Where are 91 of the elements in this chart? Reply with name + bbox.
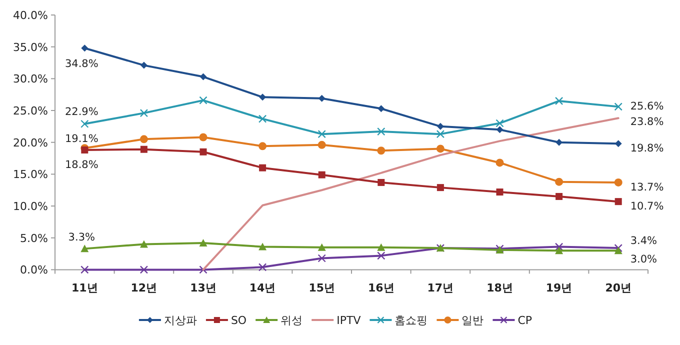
legend-label: 지상파 [164, 314, 197, 327]
x-tick-label: 12년 [130, 282, 158, 295]
point [318, 140, 326, 149]
x-tick-label: 15년 [308, 282, 336, 295]
point [377, 252, 386, 260]
point [318, 243, 326, 251]
legend-label: 홈쇼핑 [394, 314, 428, 327]
data-label: 19.1% [64, 133, 98, 146]
point [614, 246, 622, 254]
point [614, 102, 622, 111]
x-tick-label: 19년 [546, 282, 572, 295]
point [199, 133, 208, 142]
legend-label: SO [230, 314, 247, 327]
data-label: 25.6% [630, 100, 664, 113]
x-tick-label: 14년 [249, 282, 276, 295]
point [614, 140, 622, 148]
point [199, 238, 208, 246]
point [258, 114, 267, 123]
point [377, 127, 386, 136]
data-label: 13.7% [630, 181, 664, 194]
point [200, 148, 207, 156]
data-label: 22.9% [64, 106, 98, 118]
point [496, 158, 504, 167]
x-tick-label: 16년 [368, 282, 394, 295]
data-label: 23.8% [630, 116, 664, 128]
data-label: 19.8% [630, 142, 664, 155]
point [318, 171, 326, 178]
point [614, 244, 622, 252]
point [318, 130, 326, 138]
point [199, 96, 208, 104]
y-tick-label: 20.0% [13, 136, 48, 150]
point [258, 142, 267, 150]
y-tick-label: 30.0% [13, 72, 48, 86]
point [496, 119, 504, 128]
point [554, 242, 564, 251]
point [200, 73, 207, 80]
legend-label: IPTV [336, 314, 362, 327]
y-tick-label: 5.0% [20, 232, 48, 245]
point [258, 263, 267, 272]
point [140, 62, 148, 69]
y-tick-label: 40.0% [13, 9, 48, 22]
y-tick-label: 10.0% [13, 200, 48, 214]
point [259, 164, 266, 172]
point [80, 120, 89, 128]
y-tick-label: 25.0% [13, 104, 48, 118]
point [259, 94, 266, 101]
point [80, 244, 89, 252]
y-tick-label: 0.0% [20, 264, 48, 277]
point [140, 135, 148, 144]
data-label: 3.3% [68, 232, 96, 244]
legend-label: CP [518, 314, 532, 327]
point [555, 178, 564, 186]
point [140, 146, 148, 153]
point [80, 266, 89, 274]
y-tick-label: 35.0% [13, 40, 48, 54]
point [496, 126, 504, 134]
data-label: 18.8% [64, 158, 98, 171]
x-tick-label: 13년 [190, 282, 216, 295]
data-label: 34.8% [64, 58, 98, 70]
x-tick-label: 17년 [427, 282, 454, 295]
legend-label: 위성 [280, 314, 303, 327]
point [318, 254, 326, 262]
point [614, 178, 622, 186]
point [377, 146, 386, 155]
data-label: 10.7% [630, 200, 664, 213]
point [496, 188, 504, 196]
point [614, 198, 622, 206]
point [140, 266, 148, 274]
point [140, 108, 148, 118]
x-tick-label: 20년 [605, 282, 632, 295]
x-tick-label: 18년 [486, 282, 513, 295]
point [436, 130, 445, 138]
x-tick-label: 11년 [71, 282, 98, 295]
point [556, 138, 563, 146]
point [258, 242, 267, 250]
point [318, 94, 326, 102]
point [554, 96, 564, 106]
point [378, 105, 385, 112]
point [436, 184, 444, 192]
point [140, 240, 148, 248]
data-label: 3.0% [630, 254, 658, 266]
data-label: 3.4% [630, 235, 658, 248]
point [377, 243, 386, 251]
point [555, 246, 564, 254]
point [81, 44, 88, 52]
point [378, 178, 385, 186]
point [556, 192, 563, 200]
point [436, 144, 444, 153]
y-tick-label: 15.0% [13, 168, 48, 182]
point [436, 122, 444, 130]
legend-label: 일반 [462, 314, 484, 327]
